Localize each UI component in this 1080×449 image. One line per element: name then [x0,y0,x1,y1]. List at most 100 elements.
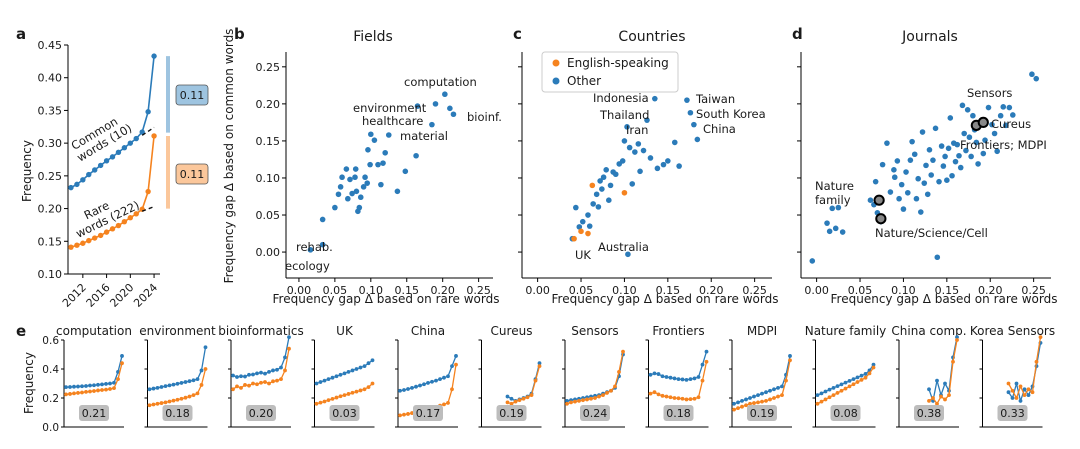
small-multiple-blue-point [366,361,371,366]
label-material: material [400,129,448,143]
small-multiple-title: MDPI [747,324,777,338]
panel-d-point [952,158,959,165]
panel-d-point [997,112,1004,119]
small-multiple-blue-point [505,394,510,399]
label-frontiers-mdpi: Frontiers; MDPI [960,138,1047,152]
gap-badge [413,405,443,421]
panel-b-point [319,216,326,223]
panel-b-point [332,204,338,211]
small-multiple-blue-point [100,382,104,387]
small-multiple-blue-point [330,375,335,380]
panel-d-point [896,195,902,202]
panel-a-series-0-point [86,171,92,178]
small-multiple-blue-point [187,379,192,384]
small-multiple-orange-point [112,386,116,391]
small-multiple-blue-point [537,361,542,366]
small-multiple-orange-point [601,393,605,397]
small-multiple-orange-point [259,380,263,385]
small-multiple-environment: environment 0.18 [139,324,216,428]
panel-c-point-blue [619,158,626,164]
panel-d-point [944,177,950,183]
small-multiple-orange-point [263,380,267,384]
small-multiple-blue-point [406,387,410,391]
panel-d-xtick-label: 0.05 [848,284,873,297]
small-multiple-blue-point [684,377,689,382]
small-multiple-orange-point [533,378,538,383]
panel-d-xtick-label: 0.10 [891,284,916,297]
small-multiple-orange-point [784,378,788,383]
small-multiple-blue-point [835,384,840,389]
small-multiple-orange-point [815,401,820,406]
small-multiple-title: bioinformatics [218,324,303,338]
panel-c-title: Countries [618,29,685,45]
small-multiple-blue-point [175,381,180,386]
small-multiple-orange-point [342,393,347,397]
small-multiple-blue-point [179,381,184,385]
panel-e-ylabel: Frequency [22,352,36,414]
small-multiple-orange-point [513,399,518,404]
panel-d-point [867,197,874,203]
panel-a-series-1-point [86,237,92,244]
small-multiple-orange-point [354,389,359,394]
small-multiple-blue-point [1014,381,1019,386]
gap-badge-value: 0.21 [82,407,107,420]
panel-c-point-blue [625,251,631,258]
panel-c-point-blue [593,191,600,198]
small-multiple-orange-point [398,413,402,418]
small-multiple-blue-point [235,375,239,379]
panel-d-point [991,130,998,137]
small-multiple-orange-point [330,396,335,401]
small-multiple-orange-point [740,404,744,409]
label-cureus: Cureus [991,117,1031,131]
small-multiple-orange-point [943,397,947,402]
panel-d-point [1006,104,1013,111]
small-multiple-orange-point [680,396,685,401]
panel-a-series-0-point [74,181,80,188]
panel-b-point [414,103,421,109]
small-multiple-orange-point [1026,387,1031,392]
panel-b-point [362,174,368,181]
panel-d-point [961,130,967,137]
panel-c-point-blue [606,197,612,203]
panel-a-series-1-point [97,232,104,239]
small-multiple-title: Nature family [805,324,887,338]
small-multiple-orange-point [951,359,955,364]
label-china: China [703,122,736,136]
panel-d-point [824,220,830,226]
panel-d-point [919,129,926,135]
small-multiple-blue-point [656,372,661,376]
panel-b-point [413,152,419,159]
small-multiple-blue-point [358,365,363,370]
gap-badge [914,405,944,421]
gap-badge-value: 0.38 [917,407,942,420]
small-multiple-blue-point [76,384,80,389]
panel-b-xtick-label: 0.20 [430,284,455,297]
small-multiple-blue-point [362,364,367,368]
small-multiple-blue-point [815,393,820,397]
small-multiple-orange-point [279,377,283,382]
small-multiple-ytick-label: 0.2 [42,393,59,405]
panel-b-point [447,105,453,112]
gap-badge-value: 0.03 [332,407,357,420]
panel-c-point-blue [585,212,591,218]
panel-c-point-blue [694,136,701,143]
small-multiple-orange-point [1006,381,1011,386]
small-multiple-bioinformatics: bioinformatics 0.20 [218,324,304,428]
gap-badge [830,405,861,421]
small-multiple-orange-point [756,400,760,405]
panel-c-point-blue [660,161,667,168]
small-multiple-orange-point [764,399,768,403]
panel-d-point [900,206,907,212]
small-multiple-orange-point [823,397,828,402]
panel-c-point-blue [665,158,671,164]
gap-badge-value: 0.19 [750,407,775,420]
small-multiple-orange-point [700,378,705,383]
panel-a-series-0-point [115,149,122,156]
gap-badge-value: 0.24 [583,407,608,420]
panel-c-scatter: 0.00 0.05 0.10 0.15 0.20 0.25 [518,52,772,297]
panel-b-ylabel: Frequency gap Δ based on common words [222,29,236,284]
small-multiple-orange-point [235,384,239,389]
small-multiple-orange-point [509,401,514,406]
panel-a-series-1-point [121,218,128,225]
panel-b-point [349,190,355,197]
